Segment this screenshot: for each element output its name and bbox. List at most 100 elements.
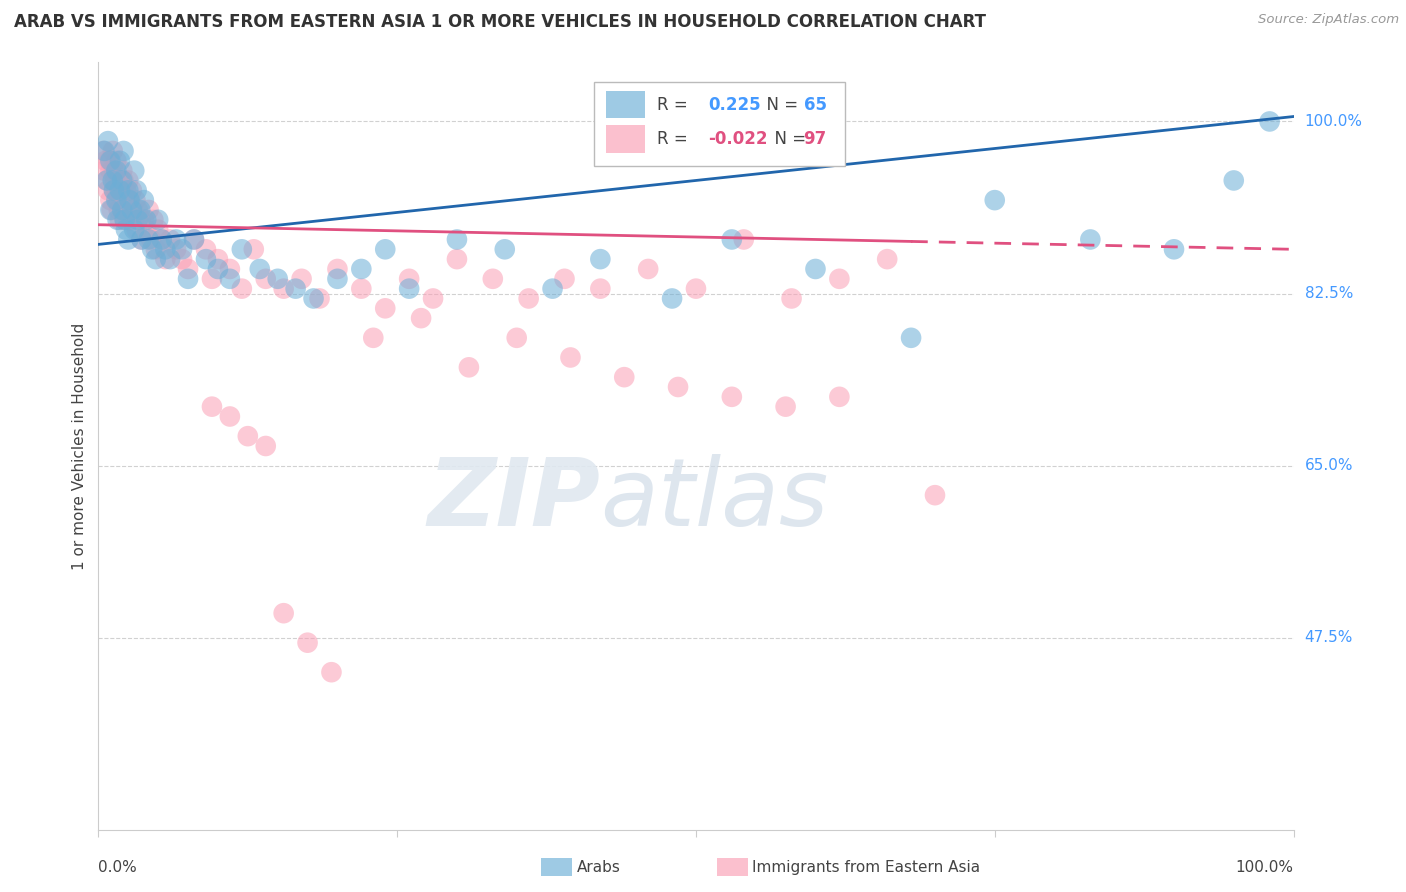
Point: [108, 183, 131, 197]
Point: [159, 252, 181, 267]
Point: [231, 282, 253, 296]
Point: [506, 331, 529, 345]
Point: [105, 193, 128, 207]
Point: [876, 252, 898, 267]
Point: [219, 262, 242, 277]
Point: [804, 262, 827, 277]
Point: [117, 212, 139, 227]
Point: [100, 202, 122, 217]
Point: [219, 272, 242, 286]
Point: [201, 400, 224, 414]
Point: [115, 183, 138, 197]
Point: [141, 242, 163, 256]
Point: [924, 488, 946, 502]
Text: -0.022: -0.022: [709, 130, 768, 148]
Point: [326, 262, 349, 277]
Point: [159, 232, 181, 246]
Text: 100.0%: 100.0%: [1236, 860, 1294, 875]
Text: atlas: atlas: [600, 454, 828, 545]
Point: [101, 144, 124, 158]
Point: [117, 232, 139, 246]
Point: [114, 193, 136, 207]
Point: [775, 400, 797, 414]
Point: [124, 193, 146, 207]
Point: [267, 272, 290, 286]
Point: [108, 212, 131, 227]
Point: [541, 282, 564, 296]
Point: [984, 193, 1007, 207]
Point: [135, 212, 157, 227]
Point: [560, 351, 582, 365]
Point: [124, 163, 146, 178]
Point: [494, 242, 516, 256]
Point: [122, 202, 145, 217]
Point: [121, 183, 143, 197]
Point: [183, 232, 205, 246]
Point: [97, 134, 120, 148]
Point: [207, 252, 229, 267]
Point: [142, 212, 165, 227]
Point: [114, 212, 136, 227]
Point: [165, 242, 187, 256]
Point: [721, 390, 744, 404]
Point: [350, 282, 373, 296]
Point: [117, 183, 139, 197]
Text: R =: R =: [657, 130, 693, 148]
Point: [613, 370, 636, 384]
Point: [107, 202, 129, 217]
Point: [183, 232, 205, 246]
Point: [131, 232, 153, 246]
Point: [589, 252, 612, 267]
Point: [721, 232, 744, 246]
Point: [446, 232, 468, 246]
Point: [350, 262, 373, 277]
Point: [115, 222, 138, 236]
Point: [124, 212, 146, 227]
Point: [363, 331, 385, 345]
Point: [121, 202, 143, 217]
Point: [138, 232, 160, 246]
Point: [517, 292, 540, 306]
Point: [291, 272, 314, 286]
Point: [172, 242, 194, 256]
Point: [117, 173, 139, 187]
Point: [249, 262, 271, 277]
Point: [111, 173, 134, 187]
Text: N =: N =: [756, 95, 803, 113]
Point: [254, 439, 277, 453]
Point: [96, 173, 118, 187]
Point: [254, 272, 277, 286]
Point: [98, 193, 122, 207]
Point: [124, 222, 146, 236]
Point: [98, 202, 122, 217]
Point: [308, 292, 330, 306]
Point: [91, 144, 114, 158]
Text: Immigrants from Eastern Asia: Immigrants from Eastern Asia: [752, 860, 980, 874]
Point: [398, 282, 420, 296]
Y-axis label: 1 or more Vehicles in Household: 1 or more Vehicles in Household: [72, 322, 87, 570]
Point: [398, 272, 420, 286]
Point: [1258, 114, 1281, 128]
Point: [374, 301, 396, 316]
Point: [374, 242, 396, 256]
Point: [96, 173, 118, 187]
Point: [1080, 232, 1102, 246]
Text: Arabs: Arabs: [576, 860, 620, 874]
Point: [94, 153, 117, 168]
Point: [114, 212, 136, 227]
Point: [446, 252, 468, 267]
Text: N =: N =: [763, 130, 811, 148]
Text: 0.0%: 0.0%: [98, 860, 138, 875]
Text: 65.0%: 65.0%: [1305, 458, 1353, 473]
Point: [828, 390, 851, 404]
Point: [321, 665, 343, 680]
Point: [150, 232, 173, 246]
Point: [129, 212, 152, 227]
Text: 100.0%: 100.0%: [1305, 114, 1362, 129]
Point: [231, 242, 253, 256]
Point: [1163, 242, 1185, 256]
Point: [666, 380, 689, 394]
Point: [127, 212, 149, 227]
Point: [132, 193, 155, 207]
Point: [111, 163, 134, 178]
